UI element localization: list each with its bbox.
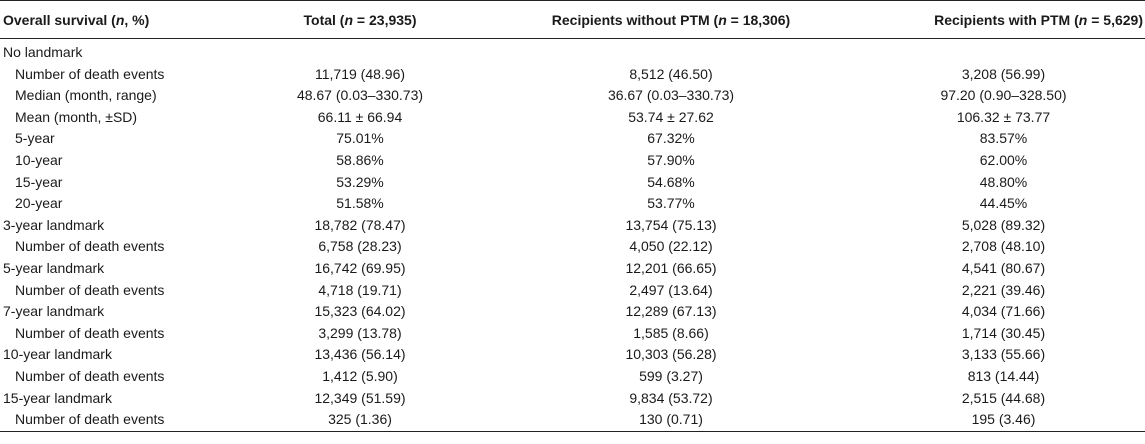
cell-without-ptm: 67.32% [647,130,695,147]
cell-with-ptm: 106.32 ± 73.77 [956,108,1051,125]
row-label: Median (month, range) [15,87,157,104]
cell-with-ptm: 1,714 (30.45) [961,324,1046,341]
cell-with-ptm: 62.00% [979,151,1028,168]
cell-with-ptm: 4,034 (71.66) [961,303,1046,320]
cell-with-ptm: 3,133 (55.66) [961,346,1046,363]
cell-without-ptm: 8,512 (46.50) [629,65,713,82]
table-row: 5-year landmark 16,742 (69.95) 12,201 (66.… [0,258,1145,280]
table-row: Number of death events 3,299 (13.78) 1,585… [0,323,1145,345]
table-row: 15-year landmark 12,349 (51.59) 9,834 (53.… [0,388,1145,410]
cell-without-ptm: 36.67 (0.03–330.73) [607,87,735,104]
cell-without-ptm: 54.68% [647,173,695,190]
row-label: Number of death events [15,367,165,384]
cell-without-ptm: 13,754 (75.13) [625,216,717,233]
row-label: Mean (month, ±SD) [15,108,138,125]
cell-with-ptm: 97.20 (0.90–328.50) [940,87,1067,104]
row-label: 15-year landmark [3,389,112,406]
row-label: 10-year [15,151,63,168]
cell-with-ptm: 4,541 (80.67) [961,259,1046,276]
cell-total: 75.01% [336,130,384,147]
row-label: 20-year [15,195,63,212]
header-with-ptm: Recipients with PTM (n = 5,629) [862,0,1145,39]
row-label: 5-year [15,130,55,147]
cell-total: 53.29% [336,173,384,190]
cell-with-ptm: 2,708 (48.10) [961,238,1046,255]
cell-with-ptm: 5,028 (89.32) [961,216,1046,233]
row-label: Number of death events [15,238,165,255]
cell-without-ptm: 12,201 (66.65) [625,259,717,276]
row-label: Number of death events [15,324,165,341]
cell-total: 48.67 (0.03–330.73) [296,87,424,104]
cell-total: 3,299 (13.78) [318,324,402,341]
cell-with-ptm: 44.45% [979,195,1028,212]
table-row: Mean (month, ±SD) 66.11 ± 66.94 53.74 ± 27… [0,107,1145,129]
row-label: Number of death events [15,65,165,82]
cell-with-ptm: 2,515 (44.68) [961,389,1046,406]
cell-without-ptm: 57.90% [647,151,695,168]
row-label: Number of death events [0,409,240,432]
cell-total: 18,782 (78.47) [314,216,406,233]
table-row: 15-year 53.29% 54.68% 48.80% [0,172,1145,194]
cell-without-ptm: 53.77% [647,195,695,212]
cell-with-ptm: 813 (14.44) [967,367,1040,384]
cell-with-ptm: 83.57% [979,130,1028,147]
cell-total: 66.11 ± 66.94 [317,108,403,125]
header-total: Total (n = 23,935) [240,0,480,39]
cell-with-ptm: 3,208 (56.99) [961,65,1046,82]
cell-with-ptm [862,39,1145,64]
table-row: Median (month, range) 48.67 (0.03–330.73)… [0,85,1145,107]
cell-total: 325 (1.36) [240,409,480,432]
cell-with-ptm: 195 (3.46) [862,409,1145,432]
table-header: Overall survival (n, %) Total (n = 23,93… [0,0,1145,39]
table-row: 7-year landmark 15,323 (64.02) 12,289 (67.… [0,301,1145,323]
cell-total: 51.58% [336,195,384,212]
cell-total: 58.86% [336,151,384,168]
cell-total: 1,412 (5.90) [322,367,398,384]
survival-table: Overall survival (n, %) Total (n = 23,93… [0,0,1145,432]
cell-without-ptm: 4,050 (22.12) [629,238,713,255]
row-label: Number of death events [15,281,165,298]
cell-total: 12,349 (51.59) [314,389,406,406]
cell-without-ptm: 599 (3.27) [639,367,703,384]
table-row: 10-year landmark 13,436 (56.14) 10,303 (56… [0,344,1145,366]
header-without-ptm: Recipients without PTM (n = 18,306) [480,0,862,39]
cell-with-ptm: 2,221 (39.46) [961,281,1046,298]
cell-without-ptm: 10,303 (56.28) [625,346,717,363]
cell-without-ptm: 53.74 ± 27.62 [628,108,714,125]
row-label: No landmark [3,44,83,60]
cell-total: 11,719 (48.96) [314,65,406,82]
cell-total: 4,718 (19.71) [318,281,402,298]
cell-without-ptm: 12,289 (67.13) [625,303,717,320]
cell-without-ptm: 9,834 (53.72) [629,389,713,406]
cell-without-ptm: 2,497 (13.64) [629,281,713,298]
cell-total: 16,742 (69.95) [314,259,406,276]
cell-without-ptm [480,39,862,64]
header-overall-survival: Overall survival (n, %) [0,0,240,39]
table-row: 20-year 51.58% 53.77% 44.45% [0,193,1145,215]
table-body: No landmark Number of death events 11,719 … [0,39,1145,432]
cell-without-ptm: 130 (0.71) [480,409,862,432]
table-row: 5-year 75.01% 67.32% 83.57% [0,128,1145,150]
row-label: 15-year [15,173,63,190]
table-row: Number of death events 11,719 (48.96) 8,51… [0,64,1145,86]
cell-total: 13,436 (56.14) [314,346,406,363]
cell-with-ptm: 48.80% [979,173,1028,190]
cell-total: 15,323 (64.02) [314,303,406,320]
table-row: 10-year 58.86% 57.90% 62.00% [0,150,1145,172]
row-label: 5-year landmark [3,259,105,276]
table-row: Number of death events 1,412 (5.90) 599 (3… [0,366,1145,388]
table-row: Number of death events 6,758 (28.23) 4,050… [0,236,1145,258]
cell-total [240,39,480,64]
row-label: 3-year landmark [3,216,105,233]
row-label: 10-year landmark [3,346,112,363]
cell-total: 6,758 (28.23) [318,238,402,255]
table-row: Number of death events 4,718 (19.71) 2,497… [0,280,1145,302]
table-row: No landmark [0,39,1145,64]
row-label: 7-year landmark [3,303,105,320]
table-row: Number of death events 325 (1.36) 130 (0.7… [0,409,1145,432]
cell-without-ptm: 1,585 (8.66) [633,324,709,341]
table-row: 3-year landmark 18,782 (78.47) 13,754 (75.… [0,215,1145,237]
